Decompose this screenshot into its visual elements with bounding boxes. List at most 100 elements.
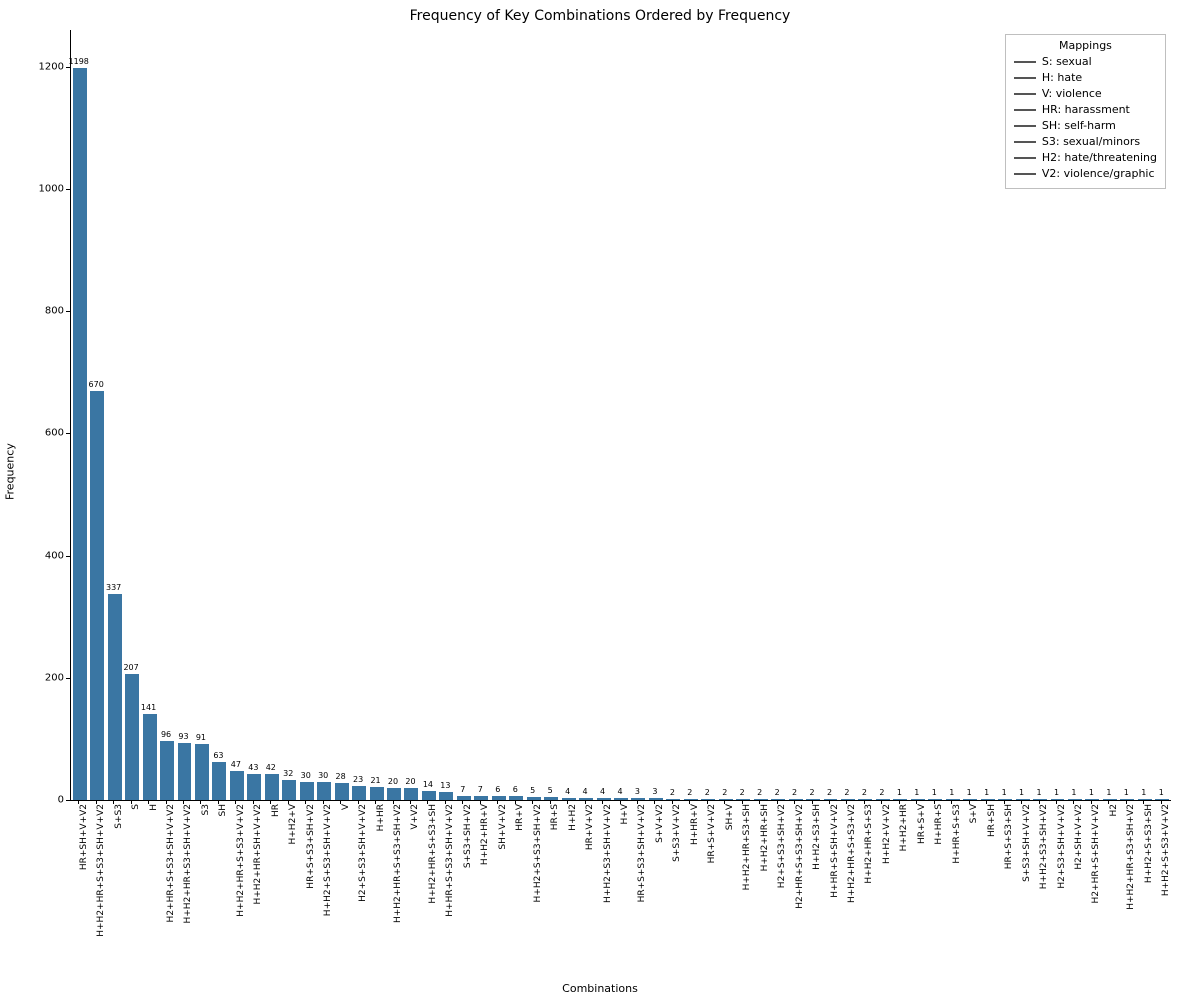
bar-value-label: 43 xyxy=(248,763,258,772)
legend-items: S: sexualH: hateV: violenceHR: harassmen… xyxy=(1014,54,1157,182)
x-tick-mark xyxy=(462,800,463,804)
legend-title: Mappings xyxy=(1014,39,1157,52)
x-tick-mark xyxy=(969,800,970,804)
bar-value-label: 1 xyxy=(984,788,989,797)
x-tick-label: H+H2+HR+V xyxy=(480,804,490,865)
x-tick-label: H2+HR+S+S3+SH+V2 xyxy=(795,804,805,909)
chart-container: Frequency of Key Combinations Ordered by… xyxy=(0,0,1200,1000)
x-tick-label: H+H2+HR+S3+SH xyxy=(742,804,752,890)
bar xyxy=(998,799,1012,800)
legend-swatch xyxy=(1014,77,1036,79)
bar-value-label: 1 xyxy=(897,788,902,797)
x-tick-mark xyxy=(270,800,271,804)
legend: Mappings S: sexualH: hateV: violenceHR: … xyxy=(1005,34,1166,189)
x-tick-label: HR+S xyxy=(550,804,560,830)
bar-value-label: 2 xyxy=(792,788,797,797)
bar-value-label: 5 xyxy=(548,786,553,795)
y-tick-mark xyxy=(66,556,70,557)
bar xyxy=(370,787,384,800)
y-tick-label: 600 xyxy=(34,428,64,439)
legend-item-label: V: violence xyxy=(1042,86,1102,102)
x-tick-mark xyxy=(1056,800,1057,804)
x-tick-mark xyxy=(1004,800,1005,804)
y-tick-mark xyxy=(66,433,70,434)
bar xyxy=(631,798,645,800)
x-tick-mark xyxy=(916,800,917,804)
x-tick-mark xyxy=(200,800,201,804)
bar-value-label: 47 xyxy=(231,760,241,769)
bar xyxy=(212,762,226,801)
x-tick-label: HR+SH xyxy=(987,804,997,837)
bar xyxy=(1085,799,1099,800)
x-tick-label: SH xyxy=(218,804,228,816)
bar-value-label: 1 xyxy=(1019,788,1024,797)
x-tick-mark xyxy=(340,800,341,804)
legend-swatch xyxy=(1014,109,1036,111)
bar xyxy=(771,799,785,800)
legend-swatch xyxy=(1014,61,1036,63)
y-tick-mark xyxy=(66,67,70,68)
legend-item-label: H2: hate/threatening xyxy=(1042,150,1157,166)
chart-title: Frequency of Key Combinations Ordered by… xyxy=(0,8,1200,24)
x-tick-mark xyxy=(1108,800,1109,804)
y-tick-mark xyxy=(66,800,70,801)
bar-value-label: 4 xyxy=(600,787,605,796)
x-tick-label: SH+V xyxy=(725,804,735,830)
x-tick-label: H+HR+V xyxy=(690,804,700,845)
x-tick-label: H+H2+S3+SH xyxy=(812,804,822,870)
legend-row: HR: harassment xyxy=(1014,102,1157,118)
x-tick-label: S+S3+SH+V2 xyxy=(463,804,473,868)
x-tick-label: H+H2+HR+S+S3+SH xyxy=(428,804,438,904)
bar xyxy=(509,796,523,800)
x-tick-mark xyxy=(812,800,813,804)
bar xyxy=(893,799,907,800)
bar-value-label: 1198 xyxy=(69,57,89,66)
x-tick-mark xyxy=(742,800,743,804)
bar-value-label: 1 xyxy=(1054,788,1059,797)
x-tick-label: H+H2+S+S3+SH xyxy=(1144,804,1154,883)
x-tick-label: H2+S+S3+SH+V+V2 xyxy=(358,804,368,902)
bar-value-label: 32 xyxy=(283,769,293,778)
x-tick-label: H+H2+V+V2 xyxy=(882,804,892,864)
bar-value-label: 2 xyxy=(810,788,815,797)
x-tick-label: H+H2+HR+S+S3 xyxy=(864,804,874,884)
bar xyxy=(387,788,401,800)
x-tick-mark xyxy=(218,800,219,804)
x-tick-mark xyxy=(1091,800,1092,804)
x-tick-label: HR+S+V+V2 xyxy=(707,804,717,863)
bar xyxy=(1155,799,1169,800)
bar-value-label: 7 xyxy=(478,785,483,794)
x-tick-label: H+HR+S xyxy=(934,804,944,845)
bar-value-label: 2 xyxy=(740,788,745,797)
x-tick-mark xyxy=(131,800,132,804)
x-tick-mark xyxy=(654,800,655,804)
bar-value-label: 3 xyxy=(652,787,657,796)
bar-value-label: 6 xyxy=(513,785,518,794)
bar xyxy=(701,799,715,800)
bar xyxy=(1033,799,1047,800)
x-tick-mark xyxy=(567,800,568,804)
legend-swatch xyxy=(1014,125,1036,127)
bar xyxy=(1068,799,1082,800)
y-tick-mark xyxy=(66,678,70,679)
legend-row: S: sexual xyxy=(1014,54,1157,70)
x-tick-label: HR+SH+V+V2 xyxy=(79,804,89,870)
bar xyxy=(614,798,628,800)
x-tick-label: HR+S+S3+SH+V2 xyxy=(306,804,316,889)
x-tick-label: H2+HR+S+SH+V+V2 xyxy=(1091,804,1101,903)
x-tick-mark xyxy=(585,800,586,804)
x-tick-mark xyxy=(1039,800,1040,804)
bar xyxy=(125,674,139,801)
bar xyxy=(544,797,558,800)
legend-item-label: SH: self-harm xyxy=(1042,118,1116,134)
bar-value-label: 2 xyxy=(705,788,710,797)
y-tick-label: 1200 xyxy=(34,61,64,72)
x-tick-label: H+H2+HR+S+S3+V+V2 xyxy=(236,804,246,917)
bar-value-label: 28 xyxy=(336,772,346,781)
x-tick-label: HR+V+V2 xyxy=(585,804,595,850)
legend-row: SH: self-harm xyxy=(1014,118,1157,134)
bar xyxy=(736,799,750,800)
x-tick-mark xyxy=(672,800,673,804)
x-tick-label: H+HR xyxy=(376,804,386,831)
bar xyxy=(178,743,192,800)
